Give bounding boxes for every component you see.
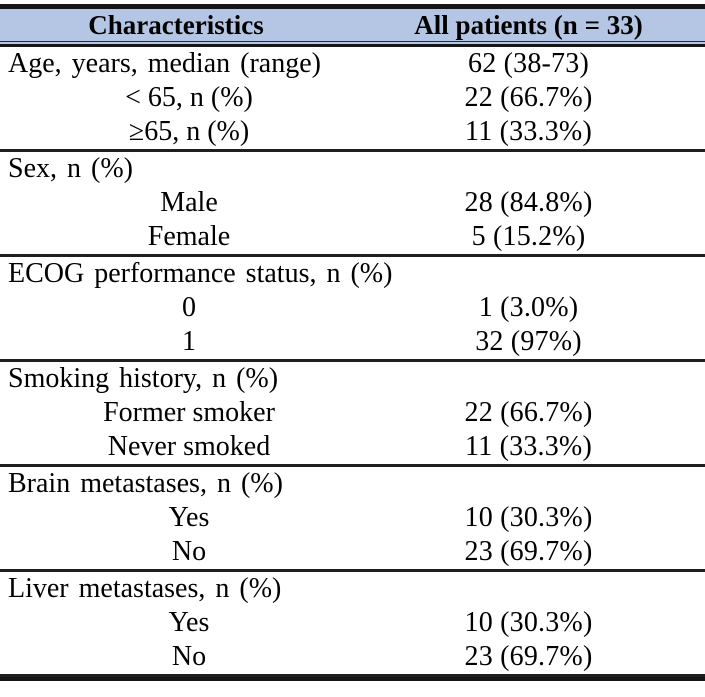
table-row: 0 1 (3.0%) xyxy=(0,291,705,325)
row-value: 22 (66.7%) xyxy=(464,82,593,113)
table-row: Liver metastases, n (%) xyxy=(0,572,705,606)
row-label: Male xyxy=(160,187,218,218)
table-top-rule xyxy=(0,4,705,9)
row-label: No xyxy=(171,641,207,672)
row-value: 32 (97%) xyxy=(475,326,582,357)
table-row: Brain metastases, n (%) xyxy=(0,467,705,501)
row-value: 23 (69.7%) xyxy=(464,641,593,672)
row-label: Female xyxy=(147,221,231,252)
row-label: ECOG performance status, n (%) xyxy=(8,258,393,289)
table-row: < 65, n (%) 22 (66.7%) xyxy=(0,81,705,115)
row-value: 10 (30.3%) xyxy=(464,607,593,638)
row-label: No xyxy=(171,536,207,567)
table-row: Male 28 (84.8%) xyxy=(0,186,705,220)
row-value: 1 (3.0%) xyxy=(478,292,579,323)
row-value: 22 (66.7%) xyxy=(464,397,593,428)
table-row: Female 5 (15.2%) xyxy=(0,220,705,254)
row-value: 11 (33.3%) xyxy=(465,116,592,147)
row-label: ≥65, n (%) xyxy=(128,116,250,147)
section-brain-metastases: Brain metastases, n (%) Yes 10 (30.3%) N… xyxy=(0,467,705,572)
table-row: Smoking history, n (%) xyxy=(0,362,705,396)
section-smoking: Smoking history, n (%) Former smoker 22 … xyxy=(0,362,705,467)
row-value: 23 (69.7%) xyxy=(464,536,593,567)
table-row: ECOG performance status, n (%) xyxy=(0,257,705,291)
column-header-all-patients: All patients (n = 33) xyxy=(414,9,643,40)
table-row: Former smoker 22 (66.7%) xyxy=(0,396,705,430)
table-row: Age, years, median (range) 62 (38-73) xyxy=(0,47,705,81)
row-label: Liver metastases, n (%) xyxy=(8,573,282,604)
section-liver-metastases: Liver metastases, n (%) Yes 10 (30.3%) N… xyxy=(0,572,705,677)
header-rule-gap xyxy=(0,42,705,44)
row-label: Brain metastases, n (%) xyxy=(8,468,283,499)
row-value: 62 (38-73) xyxy=(468,48,589,79)
row-value: 28 (84.8%) xyxy=(464,187,593,218)
section-ecog: ECOG performance status, n (%) 0 1 (3.0%… xyxy=(0,257,705,362)
row-value: 10 (30.3%) xyxy=(464,502,593,533)
row-label: 0 xyxy=(182,292,196,323)
table-row: No 23 (69.7%) xyxy=(0,640,705,674)
row-value: 11 (33.3%) xyxy=(465,431,592,462)
column-header-characteristics: Characteristics xyxy=(88,9,264,40)
row-value: 5 (15.2%) xyxy=(471,221,586,252)
table-row: ≥65, n (%) 11 (33.3%) xyxy=(0,115,705,149)
row-label: Yes xyxy=(168,502,210,533)
row-label: Never smoked xyxy=(107,431,271,462)
table-row: Yes 10 (30.3%) xyxy=(0,606,705,640)
table-row: No 23 (69.7%) xyxy=(0,535,705,569)
table-row: Yes 10 (30.3%) xyxy=(0,501,705,535)
table-row: 1 32 (97%) xyxy=(0,325,705,359)
header-bottom-rule xyxy=(0,44,705,47)
row-label: Sex, n (%) xyxy=(8,153,133,184)
row-label: < 65, n (%) xyxy=(125,82,253,113)
table-row: Never smoked 11 (33.3%) xyxy=(0,430,705,464)
row-label: 1 xyxy=(182,326,196,357)
section-age: Age, years, median (range) 62 (38-73) < … xyxy=(0,47,705,152)
row-label: Smoking history, n (%) xyxy=(8,363,279,394)
section-sex: Sex, n (%) Male 28 (84.8%) Female 5 (15.… xyxy=(0,152,705,257)
row-label: Yes xyxy=(168,607,210,638)
row-label: Age, years, median (range) xyxy=(8,48,321,79)
table-bottom-rule xyxy=(0,677,705,681)
table-row: Sex, n (%) xyxy=(0,152,705,186)
row-label: Former smoker xyxy=(103,397,275,428)
table-header-row: Characteristics All patients (n = 33) xyxy=(0,9,705,42)
